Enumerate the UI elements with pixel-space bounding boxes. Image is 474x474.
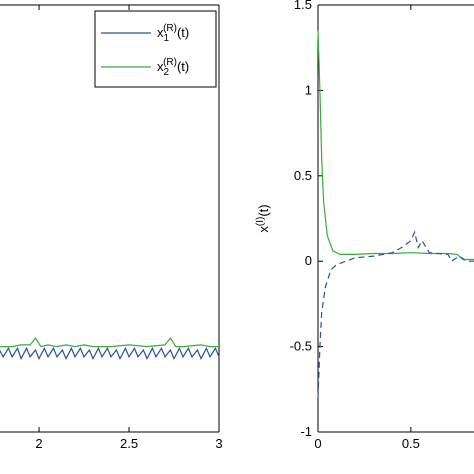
label-tail: (t) (177, 59, 189, 74)
series-line (317, 30, 474, 261)
series-line (0, 346, 220, 361)
x-tick-label: 2.5 (120, 436, 138, 451)
label-sup: (I) (255, 217, 266, 226)
y-tick-label: 0 (305, 253, 312, 268)
x-tick-label: 3 (215, 436, 222, 451)
label-base: x (256, 226, 271, 233)
label-base: x (157, 59, 164, 74)
label: x2(R)(t) (157, 57, 189, 78)
label-tail: (t) (256, 204, 271, 216)
legend: x1(R)(t)x2(R)(t) (94, 10, 217, 88)
series-line (317, 230, 474, 398)
y-tick-label: -1 (300, 424, 312, 439)
label-sup: (R) (163, 23, 177, 34)
y-tick-label: 0.5 (294, 168, 312, 183)
legend-box (94, 10, 217, 88)
label-sup: (R) (163, 57, 177, 68)
series-line (0, 337, 219, 348)
x-tick-label: 2 (35, 436, 42, 451)
label: x1(R)(t) (157, 23, 189, 44)
label: x(I)(t) (255, 204, 271, 232)
label-base: x (157, 25, 164, 40)
label-tail: (t) (177, 25, 189, 40)
label-sub: 2 (164, 67, 170, 78)
x-tick-label: 0 (314, 436, 321, 451)
label-sub: 1 (164, 33, 170, 44)
x-tick-label: 0.5 (402, 436, 420, 451)
y-tick-label: -0.5 (290, 339, 312, 354)
y-tick-label: 1 (305, 82, 312, 97)
y-tick-label: 1.5 (294, 0, 312, 12)
